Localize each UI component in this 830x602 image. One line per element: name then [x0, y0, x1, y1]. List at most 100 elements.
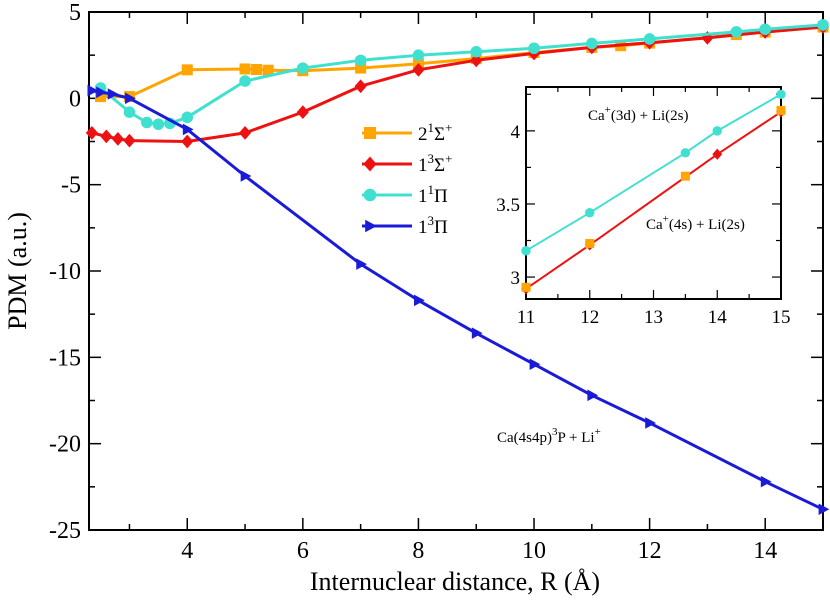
inset-series [521, 89, 786, 295]
data-point [182, 123, 194, 136]
data-point [251, 63, 263, 75]
inset-data-point [680, 171, 690, 181]
main-tick-labels: 4 6 8 10 12 14 5 0 -5 -10 -15 -20 -25 [49, 0, 777, 564]
inset-data-point [521, 282, 531, 292]
x-tick-label: 6 [297, 538, 309, 564]
legend-label: 21Σ+ [418, 120, 452, 145]
legend-item-13sigmaplus: 13Σ+ [362, 151, 452, 176]
x-tick-label: 12 [638, 538, 662, 564]
inset-x-tick-label: 15 [772, 307, 791, 328]
main-ticks [89, 11, 824, 531]
inset-data-point [585, 208, 595, 218]
data-point [355, 62, 367, 74]
legend-marker [363, 188, 377, 202]
data-point [85, 125, 98, 140]
data-point [412, 49, 425, 61]
inset-annot-3d-sup: + [605, 104, 611, 116]
y-tick-label: -15 [49, 345, 81, 371]
data-point [643, 33, 656, 45]
data-point [354, 54, 367, 67]
legend-label: 13Σ+ [418, 151, 452, 176]
inset-x-tick-label: 12 [580, 307, 599, 328]
legend-marker [364, 127, 376, 139]
annot-rest: P + Li [558, 430, 595, 446]
data-point [100, 129, 113, 144]
x-tick-label: 10 [522, 538, 546, 564]
annot-sup2: + [595, 426, 601, 438]
x-axis-title: Internuclear distance, R (Å) [310, 567, 600, 596]
main-series [85, 19, 830, 516]
asymptote-annotation: Ca(4s4p)3P + Li+ [497, 426, 601, 446]
inset-y-tick-label: 3.5 [496, 195, 520, 216]
annot-main: Ca(4s4p) [497, 430, 552, 446]
data-point [470, 53, 483, 68]
inset-x-tick-label: 14 [708, 307, 728, 328]
inset-y-tick-label: 4 [511, 122, 521, 143]
legend-label: 13Π [418, 213, 448, 238]
data-point [645, 417, 656, 429]
inset-annot-4s-rest: (4s) + Li(2s) [669, 217, 745, 233]
inset-data-point [712, 126, 722, 136]
data-point [471, 327, 483, 339]
inset-data-point [585, 238, 595, 248]
legend-marker [363, 156, 377, 172]
data-point [111, 132, 124, 146]
data-point [760, 475, 772, 488]
data-point [412, 62, 425, 77]
inset-data-point [776, 105, 786, 115]
y-tick-label: 0 [69, 86, 81, 112]
y-tick-label: -20 [49, 432, 81, 458]
inset-y-tick-label: 3 [511, 268, 521, 289]
data-point [107, 88, 119, 100]
data-point [354, 79, 367, 94]
data-point [152, 118, 165, 131]
data-point [470, 45, 483, 58]
data-point [95, 91, 107, 103]
legend-item-13pi: 13Π [362, 213, 448, 238]
inset-annotation-4s: Ca+(4s) + Li(2s) [646, 213, 745, 233]
data-point [262, 64, 274, 76]
legend-marker [365, 219, 377, 233]
inset-annot-3d-rest: (3d) + Li(2s) [611, 108, 689, 124]
legend-item-11pi: 11Π [362, 182, 448, 207]
y-tick-label: 5 [69, 0, 81, 26]
data-point [730, 26, 743, 38]
y-tick-label: -5 [61, 173, 81, 199]
series-11pi [94, 19, 829, 131]
inset-annot-3d-prefix: Ca [588, 108, 605, 124]
data-point [414, 294, 425, 307]
data-point [356, 258, 367, 270]
data-point [587, 389, 599, 402]
data-point [238, 125, 252, 140]
data-point [529, 358, 541, 371]
data-point [123, 106, 136, 118]
data-point [181, 64, 193, 76]
x-tick-label: 4 [181, 538, 193, 564]
data-point [759, 23, 771, 36]
inset-x-tick-label: 11 [517, 307, 535, 328]
series-13pi [87, 84, 830, 516]
data-point [296, 105, 309, 120]
data-point [125, 92, 136, 105]
legend-label: 11Π [418, 182, 448, 207]
inset-annotation-3d: Ca+(3d) + Li(2s) [588, 104, 689, 124]
inset-series-11pi [521, 89, 786, 256]
data-point [87, 84, 99, 97]
inset-x-tick-label: 13 [644, 307, 663, 328]
inset-series-21sigmaplus [521, 105, 786, 292]
data-point [818, 503, 830, 516]
y-axis-title: PDM (a.u.) [3, 212, 32, 330]
inset-series-line [525, 111, 782, 290]
data-point [239, 75, 251, 87]
data-point [586, 37, 598, 50]
data-point [141, 116, 153, 129]
data-point [240, 170, 252, 182]
legend-item-21sigmaplus: 21Σ+ [362, 120, 452, 145]
data-point [297, 62, 309, 74]
inset-tick-labels: 11 12 13 14 15 3 3.5 4 [496, 122, 790, 328]
x-tick-label: 14 [753, 538, 777, 564]
series-line [91, 25, 824, 143]
inset-data-point [680, 148, 691, 158]
